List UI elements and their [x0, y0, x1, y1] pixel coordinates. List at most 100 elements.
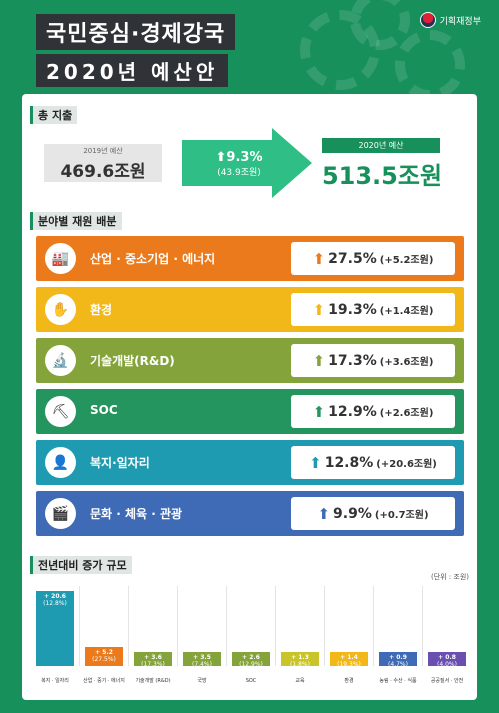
- category-amount: (+3.6조원): [379, 357, 434, 368]
- chart-separator: [226, 586, 227, 666]
- category-row: ⛏ SOC ⬆ 12.9% (+2.6조원): [36, 389, 464, 434]
- change-pct: 9.3%: [226, 150, 263, 165]
- chart-bar: [85, 647, 123, 666]
- chart-bar: [330, 652, 368, 666]
- category-pct: 17.3%: [328, 352, 377, 369]
- chart-value-label: + 0.8 (4.0%): [427, 654, 467, 668]
- chart-separator: [275, 586, 276, 666]
- category-increase: ⬆ 19.3% (+1.4조원): [291, 293, 455, 326]
- change-amt: (43.9조원): [217, 168, 261, 178]
- category-name: 환경: [90, 303, 113, 317]
- category-amount: (+1.4조원): [379, 306, 434, 317]
- person-icon: 👤: [45, 447, 76, 478]
- chart-category-label: 공공질서 · 안전: [430, 678, 464, 684]
- chart-value-label: + 1.3 (1.8%): [280, 654, 320, 668]
- category-row: ✋ 환경 ⬆ 19.3% (+1.4조원): [36, 287, 464, 332]
- category-amount: (+5.2조원): [379, 255, 434, 266]
- category-amount: (+0.7조원): [374, 510, 429, 521]
- chart-value-label: + 3.6 (17.3%): [133, 654, 173, 668]
- curr-budget-label: 2020년 예산: [322, 138, 440, 153]
- chart-value-label: + 20.6 (12.8%): [35, 593, 75, 607]
- microscope-icon: 🔬: [45, 345, 76, 376]
- chart-category-label: 복지 · 일자리: [41, 678, 69, 684]
- up-arrow-icon: ⬆: [317, 504, 331, 523]
- chart-pct-label: (17.3%): [141, 661, 165, 668]
- ministry-name: 기획재정부: [439, 16, 481, 27]
- category-amount: (+20.6조원): [376, 459, 437, 470]
- chart-separator: [177, 586, 178, 666]
- chart-pct-label: (12.9%): [239, 661, 263, 668]
- chart-separator: [79, 586, 80, 666]
- film-icon: 🎬: [45, 498, 76, 529]
- chart-pct-label: (4.0%): [437, 661, 457, 668]
- category-name: 산업 · 중소기업 · 에너지: [90, 252, 216, 266]
- chart-separator: [422, 586, 423, 666]
- category-increase: ⬆ 12.9% (+2.6조원): [291, 395, 455, 428]
- category-row: 🏭 산업 · 중소기업 · 에너지 ⬆ 27.5% (+5.2조원): [36, 236, 464, 281]
- chart-value-label: + 5.2 (27.5%): [84, 649, 124, 663]
- content-panel: 총 지출 2019년 예산 469.6조원 ⬆9.3% (43.9조원) 202…: [22, 94, 477, 700]
- curr-budget-value: 513.5조원: [321, 162, 443, 190]
- chart-bar: [183, 652, 221, 666]
- increase-bar-chart: + 20.6 (12.8%) 복지 · 일자리 + 5.2 (27.5%) 산업 · 중기…: [30, 584, 470, 684]
- change-text: ⬆9.3% (43.9조원): [194, 150, 284, 178]
- chart-bar: [281, 652, 319, 666]
- category-increase: ⬆ 27.5% (+5.2조원): [291, 242, 455, 275]
- chart-unit: (단위 : 조원): [430, 573, 469, 581]
- chart-pct-label: (27.5%): [92, 656, 116, 664]
- chart-separator: [324, 586, 325, 666]
- chart-category-label: 산업 · 중기 · 에너지: [83, 678, 125, 684]
- increase-arrow-icon: [182, 128, 312, 198]
- chart-category-label: 교육: [295, 678, 305, 684]
- chart-bar: [428, 652, 466, 666]
- category-name: 문화 · 체육 · 관광: [90, 507, 183, 521]
- category-increase: ⬆ 9.9% (+0.7조원): [291, 497, 455, 530]
- category-pct: 12.8%: [324, 454, 374, 471]
- ministry-logo: 기획재정부: [419, 12, 481, 28]
- gear-icon: [350, 0, 410, 50]
- chart-category-label: SOC: [245, 678, 257, 684]
- chart-value-label: + 3.5 (7.4%): [182, 654, 222, 668]
- category-name: 기술개발(R&D): [90, 354, 175, 368]
- chart-value-label: + 1.4 (19.3%): [329, 654, 369, 668]
- prev-budget-label: 2019년 예산: [83, 147, 123, 155]
- category-pct: 19.3%: [328, 301, 377, 318]
- chart-category-label: 기술개발 (R&D): [135, 678, 171, 684]
- prev-budget-value: 469.6조원: [60, 162, 146, 182]
- chart-value-label: + 0.9 (4.7%): [378, 654, 418, 668]
- category-increase: ⬆ 17.3% (+3.6조원): [291, 344, 455, 377]
- category-name: 복지·일자리: [90, 456, 150, 470]
- chart-pct-label: (4.7%): [388, 661, 408, 668]
- category-amount: (+2.6조원): [379, 408, 434, 419]
- chart-category-label: 농림 · 수산 · 식품: [379, 678, 417, 684]
- chart-pct-label: (1.8%): [290, 661, 310, 668]
- category-pct: 27.5%: [328, 250, 377, 267]
- chart-bar: [379, 652, 417, 666]
- category-row: 🔬 기술개발(R&D) ⬆ 17.3% (+3.6조원): [36, 338, 464, 383]
- up-arrow-icon: ⬆: [309, 453, 322, 472]
- chart-separator: [373, 586, 374, 666]
- chart-bar: [36, 591, 74, 666]
- up-arrow-icon: ⬆: [215, 150, 227, 165]
- category-row: 👤 복지·일자리 ⬆ 12.8% (+20.6조원): [36, 440, 464, 485]
- category-pct: 12.9%: [328, 403, 377, 420]
- section-chart: 전년대비 증가 규모: [30, 556, 132, 574]
- up-arrow-icon: ⬆: [312, 249, 326, 268]
- chart-pct-label: (12.8%): [43, 600, 67, 608]
- leaf-hand-icon: ✋: [45, 294, 76, 325]
- category-name: SOC: [90, 403, 118, 417]
- chart-separator: [128, 586, 129, 666]
- category-increase: ⬆ 12.8% (+20.6조원): [291, 446, 455, 479]
- government-emblem-icon: [419, 12, 436, 28]
- chart-value-label: + 2.6 (12.9%): [231, 654, 271, 668]
- chart-bar: [134, 652, 172, 666]
- up-arrow-icon: ⬆: [312, 351, 326, 370]
- factory-icon: 🏭: [45, 243, 76, 274]
- chart-bar: [232, 652, 270, 666]
- title-line-2: 2020년 예산안: [36, 54, 229, 87]
- up-arrow-icon: ⬆: [312, 300, 326, 319]
- gear-icon: [300, 10, 380, 90]
- gear-icon: [395, 30, 465, 100]
- title-line-1: 국민중심·경제강국: [36, 14, 236, 50]
